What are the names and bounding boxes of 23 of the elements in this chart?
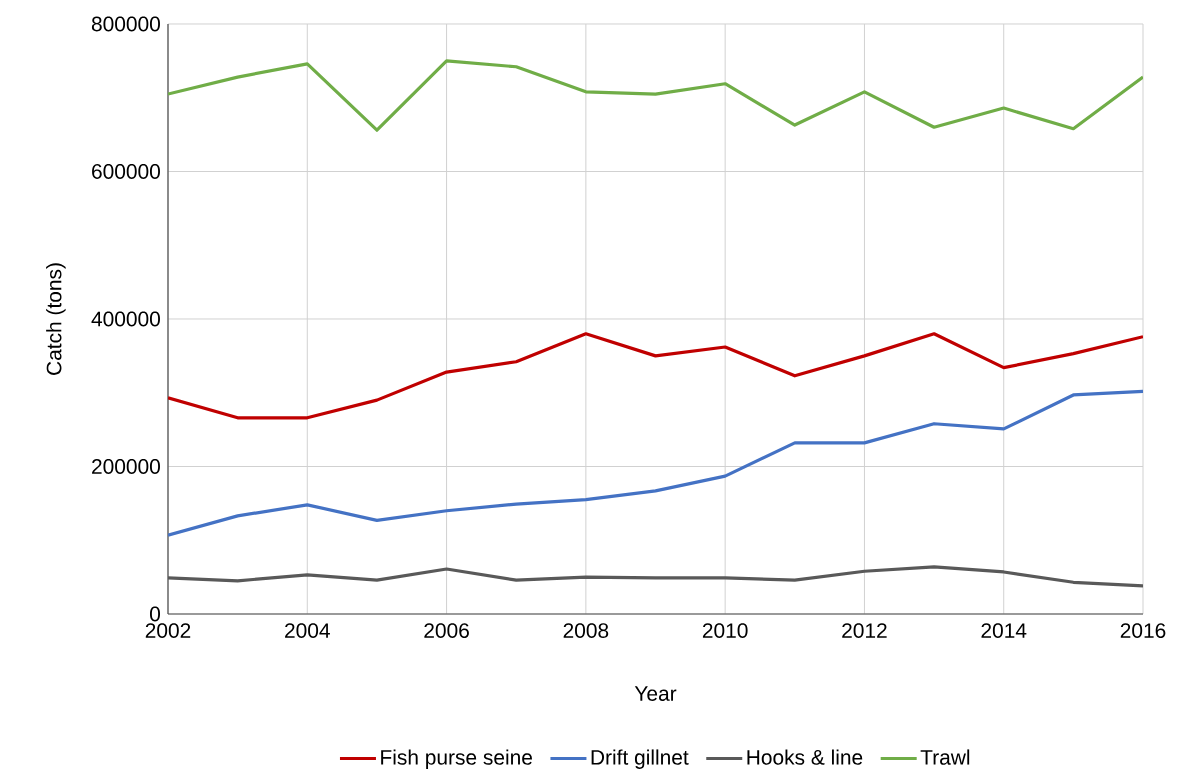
y-tick-label: 0: [150, 606, 160, 622]
x-tick-label: 2008: [563, 623, 609, 638]
legend-label: Drift gillnet: [591, 749, 689, 769]
line-series: [168, 332, 1144, 420]
y-tick-label: 600000: [92, 164, 160, 179]
line-series: [168, 565, 1144, 588]
y-axis-title: Catch (tons): [46, 263, 66, 375]
legend-label: Trawl: [920, 749, 970, 765]
x-tick-label: 2002: [145, 623, 191, 638]
x-tick-label: 2006: [424, 623, 469, 638]
x-tick-label: 2010: [702, 623, 748, 638]
y-tick-label: 400000: [91, 311, 160, 327]
x-axis-title: Year: [634, 686, 677, 701]
legend-label: Fish purse seine: [381, 749, 532, 769]
x-tick-label: 2004: [285, 623, 330, 638]
line-series: [168, 59, 1144, 132]
x-tick-label: 2014: [981, 623, 1027, 638]
legend-label: Hooks & line: [747, 749, 863, 765]
line-series: [168, 389, 1144, 537]
x-tick-label: 2016: [1120, 623, 1166, 638]
x-tick-label: 2012: [842, 623, 887, 638]
y-tick-label: 200000: [92, 459, 160, 474]
y-tick-label: 800000: [91, 16, 160, 32]
